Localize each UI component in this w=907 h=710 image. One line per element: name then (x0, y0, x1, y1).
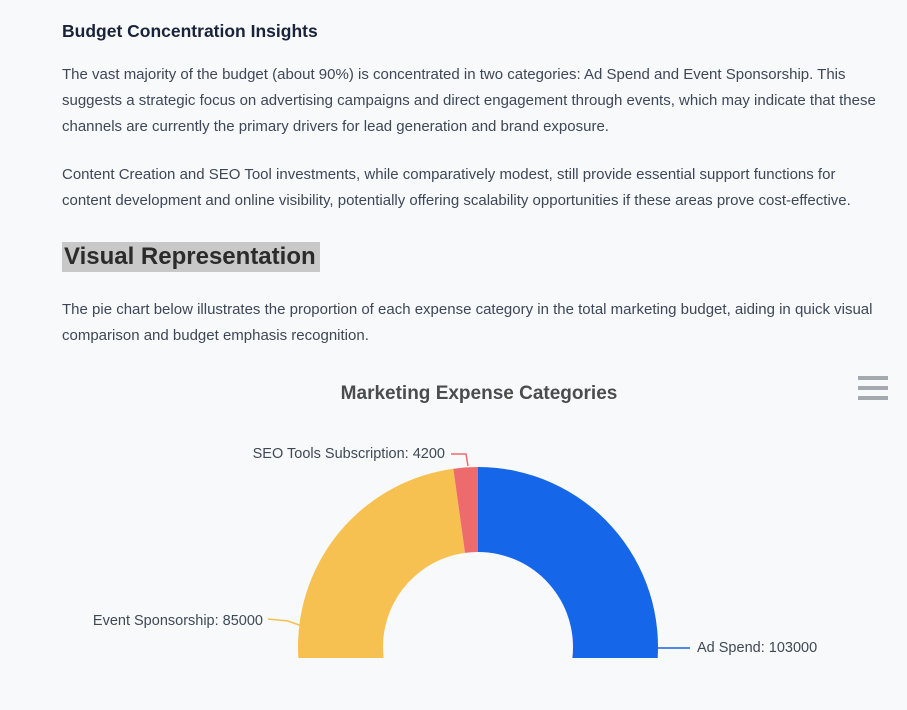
menu-bar-bottom (858, 396, 888, 400)
pie-slice-seo-tools[interactable] (453, 467, 478, 553)
paragraph-budget-concentration-2: Content Creation and SEO Tool investment… (62, 166, 851, 209)
pie-slice-event-sponsorship[interactable] (298, 468, 465, 658)
section-heading-budget-concentration: Budget Concentration Insights (62, 21, 318, 41)
hamburger-menu-icon[interactable] (858, 376, 888, 400)
slice-label-ad-spend: Ad Spend: 103000 (697, 640, 817, 656)
donut-chart-canvas: SEO Tools Subscription: 4200 Event Spons… (93, 446, 817, 658)
pie-chart-figure: Marketing Expense Categories SEO Tools S… (0, 366, 907, 658)
menu-bar-top (858, 376, 888, 380)
document-content: Budget Concentration Insights The vast m… (0, 0, 907, 349)
chart-title: Marketing Expense Categories (340, 383, 618, 404)
pie-slice-ad-spend[interactable] (438, 467, 658, 658)
slice-label-seo-tools: SEO Tools Subscription: 4200 (253, 446, 445, 462)
slice-label-event-sponsorship: Event Sponsorship: 85000 (93, 613, 263, 629)
label-line-seo-tools (451, 453, 469, 467)
highlighted-heading-text: Visual Representation (62, 242, 320, 272)
paragraph-visual-representation: The pie chart below illustrates the prop… (62, 301, 873, 344)
paragraph-budget-concentration-1: The vast majority of the budget (about 9… (62, 66, 876, 135)
report-page: Budget Concentration Insights The vast m… (0, 0, 907, 658)
section-heading-visual-representation: Visual Representation (62, 242, 882, 272)
menu-bar-middle (858, 386, 888, 390)
label-line-event-sponsorship (267, 618, 303, 627)
